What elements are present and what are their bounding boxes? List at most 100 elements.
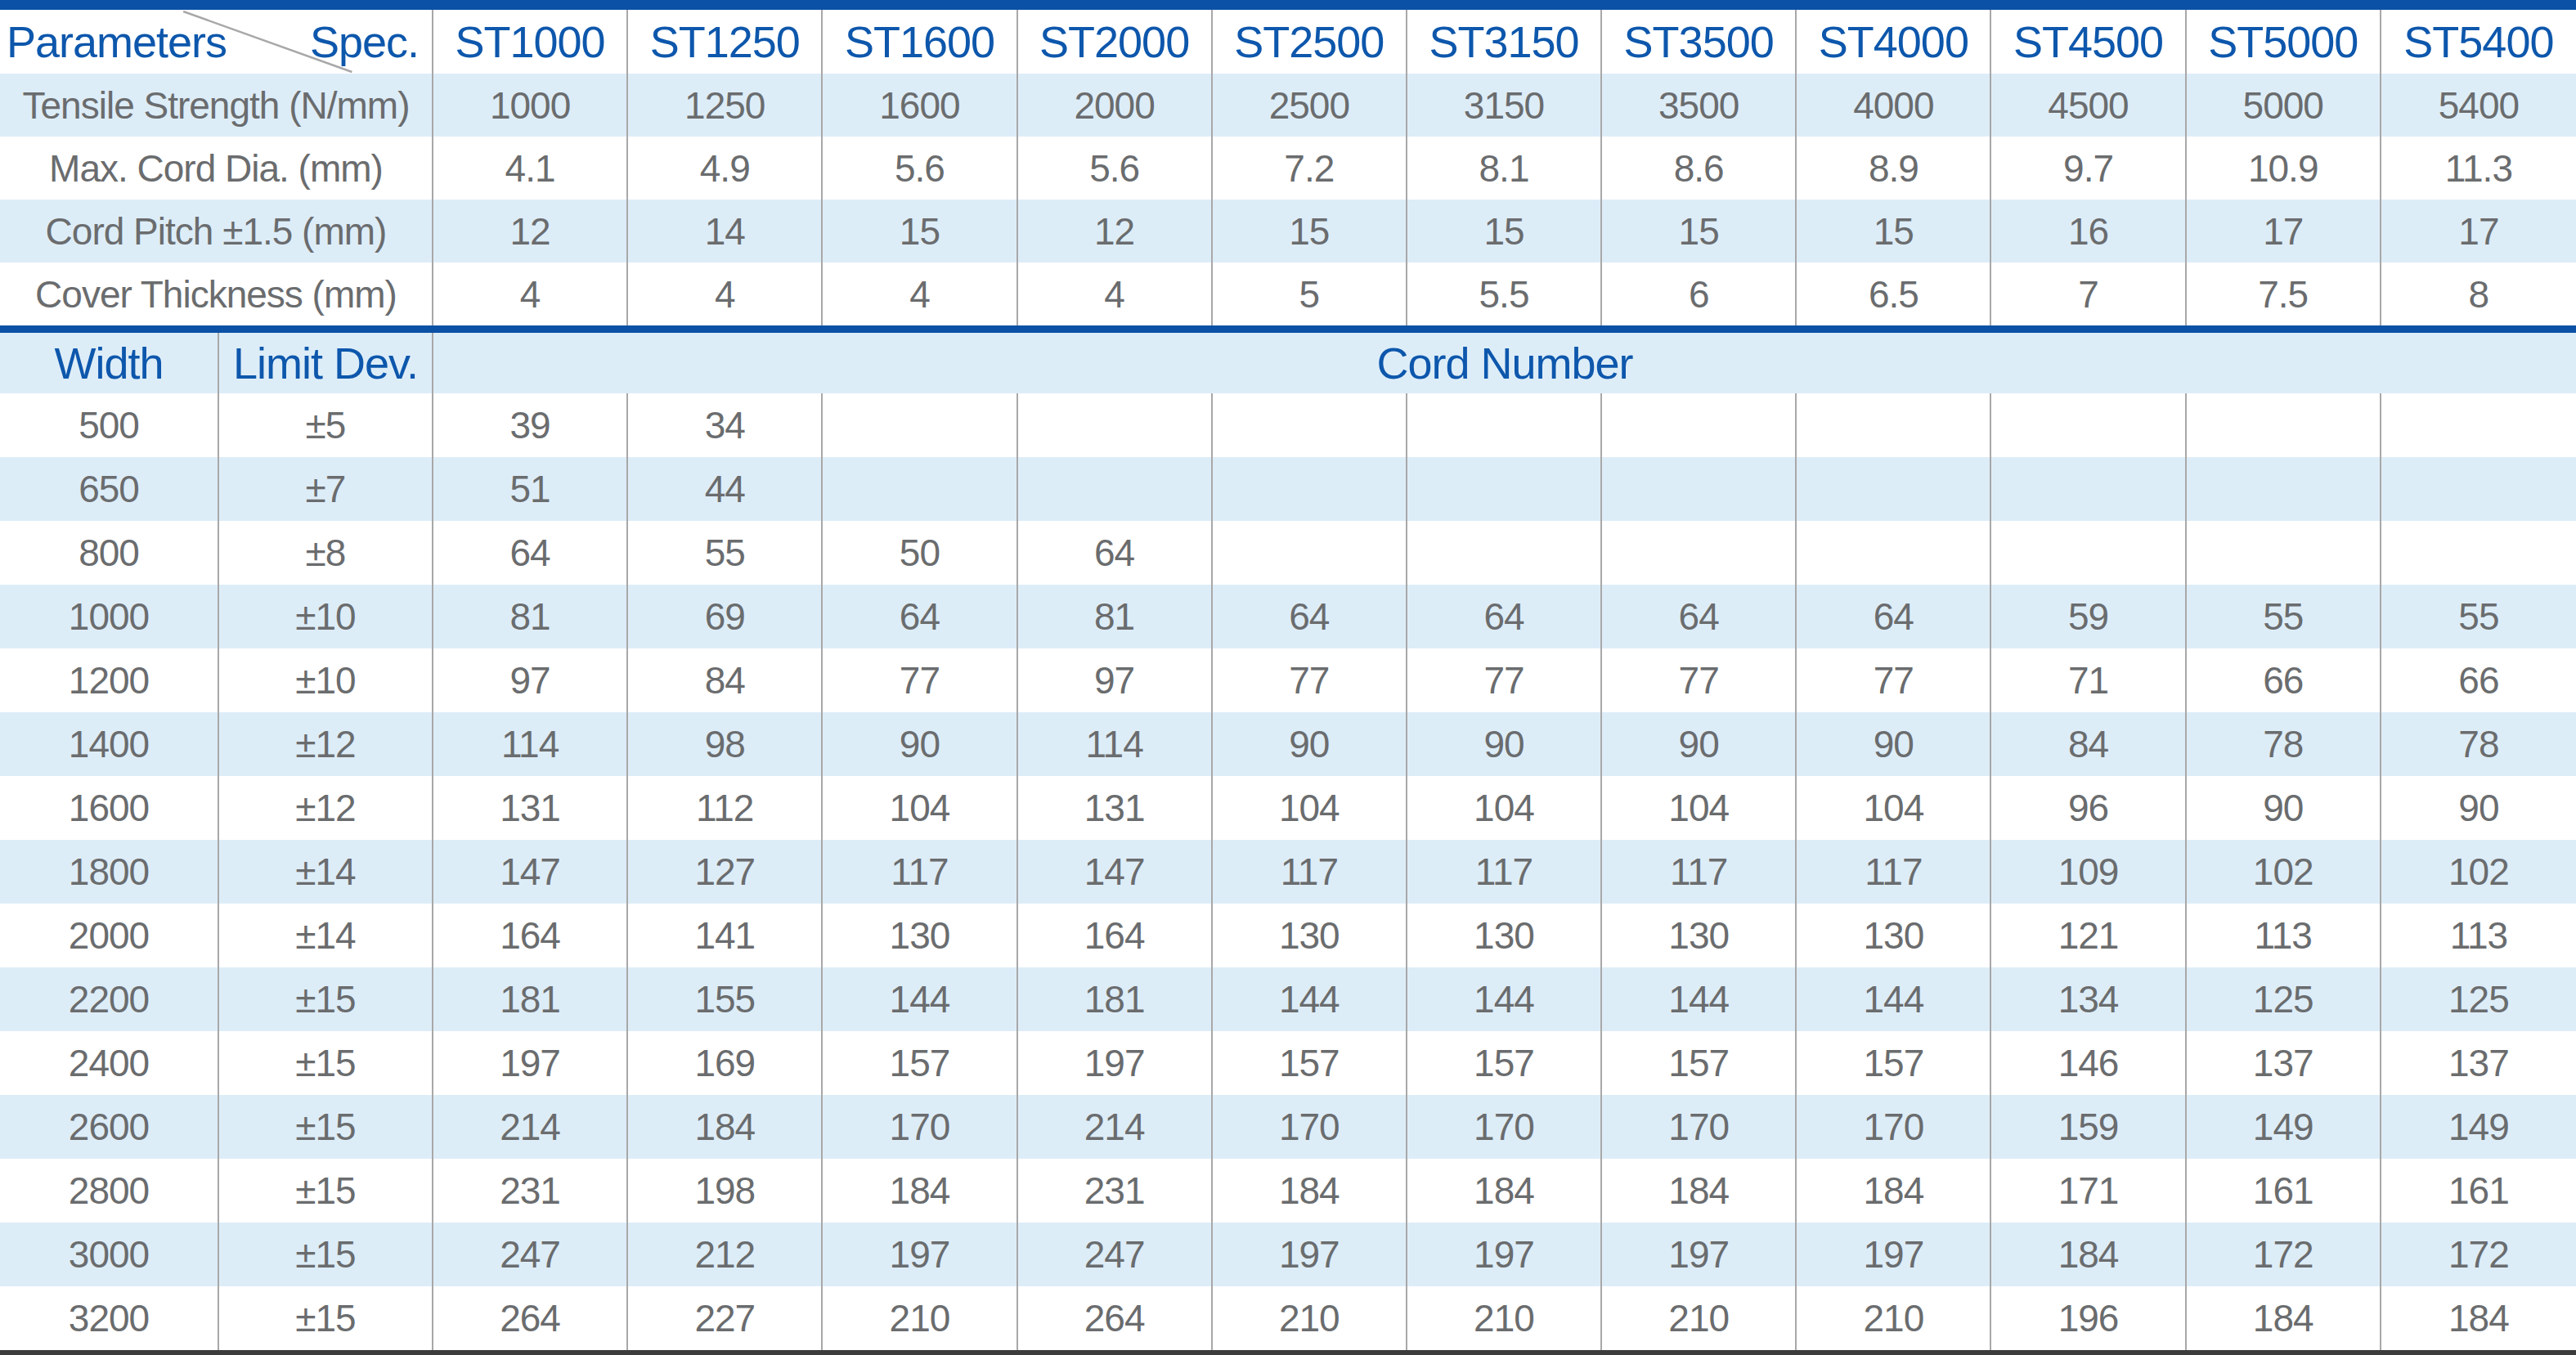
cord-number-value: 104 xyxy=(1407,776,1602,840)
parameter-value: 7.2 xyxy=(1213,137,1407,200)
cord-number-value: 90 xyxy=(1602,712,1797,776)
cord-number-value-label: 109 xyxy=(2058,850,2119,894)
limit-deviation: ±10 xyxy=(219,585,433,648)
cord-number-value-label: 71 xyxy=(2068,658,2108,702)
cord-number-value: 197 xyxy=(823,1223,1017,1286)
parameter-value: 14 xyxy=(628,200,823,262)
cord-number-value xyxy=(1991,393,2186,457)
cord-number-value: 109 xyxy=(1991,840,2186,904)
cord-number-value: 159 xyxy=(1991,1095,2186,1159)
parameter-value: 3150 xyxy=(1407,74,1602,137)
belt-width: 1200 xyxy=(0,648,219,712)
cord-number-value: 113 xyxy=(2187,904,2381,967)
limit-deviation: ±14 xyxy=(219,840,433,904)
cord-number-value-label: 117 xyxy=(1865,850,1922,894)
cord-number-value: 170 xyxy=(823,1095,1017,1159)
spec-column-header-label: ST2500 xyxy=(1234,16,1384,67)
spec-column-header: ST4500 xyxy=(1991,10,2186,74)
limit-deviation: ±12 xyxy=(219,712,433,776)
parameter-value-label: 4.1 xyxy=(505,146,555,191)
cord-number-value: 78 xyxy=(2381,712,2576,776)
spec-column-header: ST1250 xyxy=(628,10,823,74)
cord-number-value-label: 184 xyxy=(1474,1169,1534,1213)
cord-number-value: 210 xyxy=(1407,1286,1602,1350)
cord-number-value: 197 xyxy=(1018,1031,1213,1095)
cord-number-value: 55 xyxy=(628,521,823,585)
parameter-value-label: 1600 xyxy=(879,83,959,128)
cord-number-value: 66 xyxy=(2381,648,2576,712)
cord-number-value: 59 xyxy=(1991,585,2186,648)
parameter-value: 4500 xyxy=(1991,74,2186,137)
cord-number-value: 125 xyxy=(2381,967,2576,1031)
parameter-value: 5.5 xyxy=(1407,262,1602,325)
limit-deviation: ±12 xyxy=(219,776,433,840)
limit-deviation-label: ±10 xyxy=(295,594,355,639)
parameter-value-label: 4 xyxy=(520,272,541,316)
cord-number-value-label: 117 xyxy=(1670,850,1727,894)
belt-width: 650 xyxy=(0,457,219,521)
cord-number-value-label: 159 xyxy=(2058,1105,2119,1149)
parameter-label-label: Max. Cord Dia. (mm) xyxy=(49,146,383,191)
cord-number-value-label: 104 xyxy=(890,786,950,830)
limit-deviation: ±8 xyxy=(219,521,433,585)
cord-number-value: 149 xyxy=(2187,1095,2381,1159)
cord-number-value: 144 xyxy=(1602,967,1797,1031)
cord-number-value-label: 90 xyxy=(1679,722,1719,766)
cord-number-value: 214 xyxy=(433,1095,628,1159)
limit-deviation-label: ±15 xyxy=(295,1105,355,1149)
parameter-value: 1600 xyxy=(823,74,1017,137)
cord-number-value-label: 34 xyxy=(705,403,745,447)
parameter-value-label: 11.3 xyxy=(2445,146,2512,191)
belt-width-label: 2600 xyxy=(69,1105,149,1149)
cord-number-value: 144 xyxy=(1407,967,1602,1031)
cord-number-value-label: 157 xyxy=(1668,1041,1729,1085)
cord-number-value-label: 210 xyxy=(1279,1296,1340,1340)
cord-number-value: 161 xyxy=(2381,1159,2576,1223)
parameter-value-label: 5 xyxy=(1299,272,1320,316)
cord-number-value-label: 102 xyxy=(2253,850,2313,894)
cord-number-value-label: 77 xyxy=(1289,658,1329,702)
cord-number-row: 3000±15247212197247197197197197184172172 xyxy=(0,1223,2576,1286)
cord-number-value: 184 xyxy=(628,1095,823,1159)
cord-number-header-label: Cord Number xyxy=(1376,338,1632,388)
cord-number-value-label: 137 xyxy=(2448,1041,2509,1085)
cord-number-row: 3200±15264227210264210210210210196184184 xyxy=(0,1286,2576,1350)
cord-number-value-label: 147 xyxy=(500,850,560,894)
cord-number-value: 102 xyxy=(2381,840,2576,904)
cord-number-value-label: 77 xyxy=(1483,658,1524,702)
cord-number-value: 155 xyxy=(628,967,823,1031)
cord-number-row: 650±75144 xyxy=(0,457,2576,521)
parameter-value-label: 6.5 xyxy=(1869,272,1919,316)
cord-number-value-label: 184 xyxy=(1279,1169,1340,1213)
cord-number-value: 81 xyxy=(1018,585,1213,648)
cord-number-row: 800±864555064 xyxy=(0,521,2576,585)
spec-column-header: ST2000 xyxy=(1018,10,1213,74)
cord-number-value: 134 xyxy=(1991,967,2186,1031)
cord-number-value: 112 xyxy=(628,776,823,840)
cord-number-row: 2400±15197169157197157157157157146137137 xyxy=(0,1031,2576,1095)
cord-number-value-label: 64 xyxy=(900,594,940,639)
cord-number-value: 170 xyxy=(1213,1095,1407,1159)
parameter-value-label: 7.5 xyxy=(2258,272,2308,316)
cord-number-value-label: 130 xyxy=(1474,913,1534,958)
parameter-value: 15 xyxy=(1407,200,1602,262)
parameter-value-label: 5.6 xyxy=(1089,146,1139,191)
cord-number-value: 147 xyxy=(433,840,628,904)
cord-number-value: 127 xyxy=(628,840,823,904)
cord-number-value: 113 xyxy=(2381,904,2576,967)
limit-deviation: ±15 xyxy=(219,1159,433,1223)
parameter-value-label: 1000 xyxy=(490,83,570,128)
cord-number-value: 197 xyxy=(1602,1223,1797,1286)
limit-dev-column-header: Limit Dev. xyxy=(219,333,433,393)
cord-number-value-label: 197 xyxy=(1279,1232,1340,1276)
cord-number-value: 184 xyxy=(1602,1159,1797,1223)
cord-number-value xyxy=(1407,521,1602,585)
limit-dev-header-label: Limit Dev. xyxy=(233,338,418,388)
cord-number-value: 130 xyxy=(1797,904,1991,967)
cord-number-value xyxy=(1797,393,1991,457)
limit-deviation: ±14 xyxy=(219,904,433,967)
cord-number-value-label: 231 xyxy=(1084,1169,1145,1213)
belt-width: 1800 xyxy=(0,840,219,904)
cord-number-value: 210 xyxy=(1797,1286,1991,1350)
parameter-value: 11.3 xyxy=(2381,137,2576,200)
